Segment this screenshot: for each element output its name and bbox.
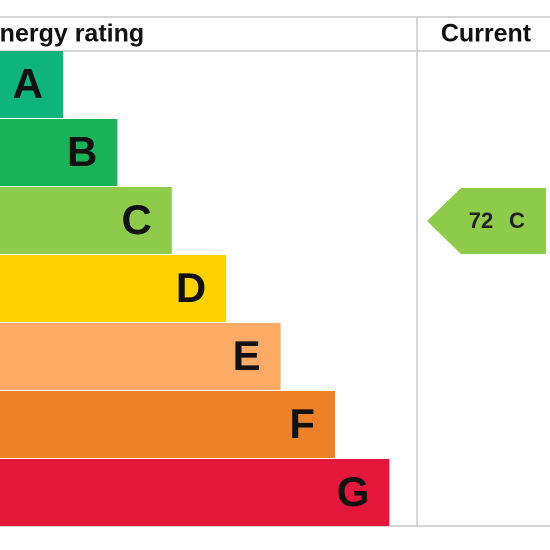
band-letter: E (233, 332, 261, 379)
band-letter: B (67, 128, 97, 175)
band-bar (0, 51, 63, 118)
current-band: C (509, 208, 525, 233)
band-bar (0, 391, 335, 458)
band-bar (0, 323, 281, 390)
band-letter: G (337, 468, 370, 515)
band-bar (0, 255, 227, 322)
current-score: 72 (469, 208, 493, 233)
band-bar (0, 459, 390, 526)
current-arrow (427, 188, 546, 254)
band-letter: A (13, 60, 43, 107)
band-letter: F (289, 400, 315, 447)
band-letter: D (176, 264, 206, 311)
band-letter: C (121, 196, 151, 243)
band-bar (0, 187, 172, 254)
current-header: Current (441, 20, 532, 48)
band-bar (0, 119, 118, 186)
rating-header: Energy rating (0, 20, 144, 48)
